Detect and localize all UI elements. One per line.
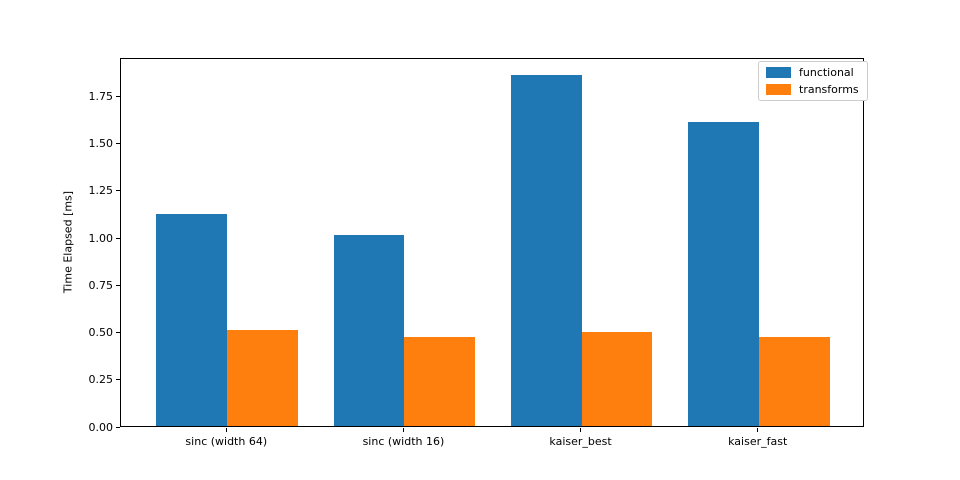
y-tick-mark	[116, 426, 120, 428]
x-tick-mark	[757, 428, 759, 432]
y-tick-label: 0.25	[88, 373, 114, 387]
legend-item: transforms	[766, 83, 859, 96]
y-tick-mark	[116, 332, 120, 334]
legend-swatch-icon	[766, 67, 791, 78]
bar-transforms	[404, 337, 476, 426]
y-tick-mark	[116, 95, 120, 97]
y-tick-label: 1.00	[88, 231, 114, 245]
x-tick-mark	[580, 428, 582, 432]
legend-label: functional	[799, 66, 854, 79]
y-tick-label: 0.75	[88, 278, 114, 292]
y-tick-mark	[116, 190, 120, 192]
legend: functional transforms	[758, 61, 868, 101]
bar-transforms	[227, 329, 299, 426]
x-tick-label: kaiser_best	[549, 435, 612, 448]
y-tick-mark	[116, 379, 120, 381]
bar-transforms	[758, 337, 830, 426]
y-tick-label: 1.50	[88, 137, 114, 151]
bar-transforms	[581, 331, 653, 426]
y-tick-mark	[116, 237, 120, 239]
legend-swatch-icon	[766, 84, 791, 95]
x-tick-label: sinc (width 16)	[362, 435, 445, 448]
legend-item: functional	[766, 66, 859, 79]
bar-functional	[510, 74, 582, 426]
y-tick-label: 0.50	[88, 326, 114, 340]
bar-functional	[687, 121, 759, 426]
y-tick-label: 1.75	[88, 89, 114, 103]
x-tick-label: kaiser_fast	[728, 435, 788, 448]
y-tick-label: 1.25	[88, 184, 114, 198]
y-tick-mark	[116, 143, 120, 145]
x-tick-mark	[402, 428, 404, 432]
legend-label: transforms	[799, 83, 859, 96]
x-tick-mark	[225, 428, 227, 432]
bar-functional	[333, 235, 405, 426]
y-tick-label: 0.00	[88, 420, 114, 434]
x-tick-label: sinc (width 64)	[185, 435, 268, 448]
plot-area	[120, 58, 864, 427]
bar-functional	[156, 214, 228, 426]
y-tick-mark	[116, 284, 120, 286]
